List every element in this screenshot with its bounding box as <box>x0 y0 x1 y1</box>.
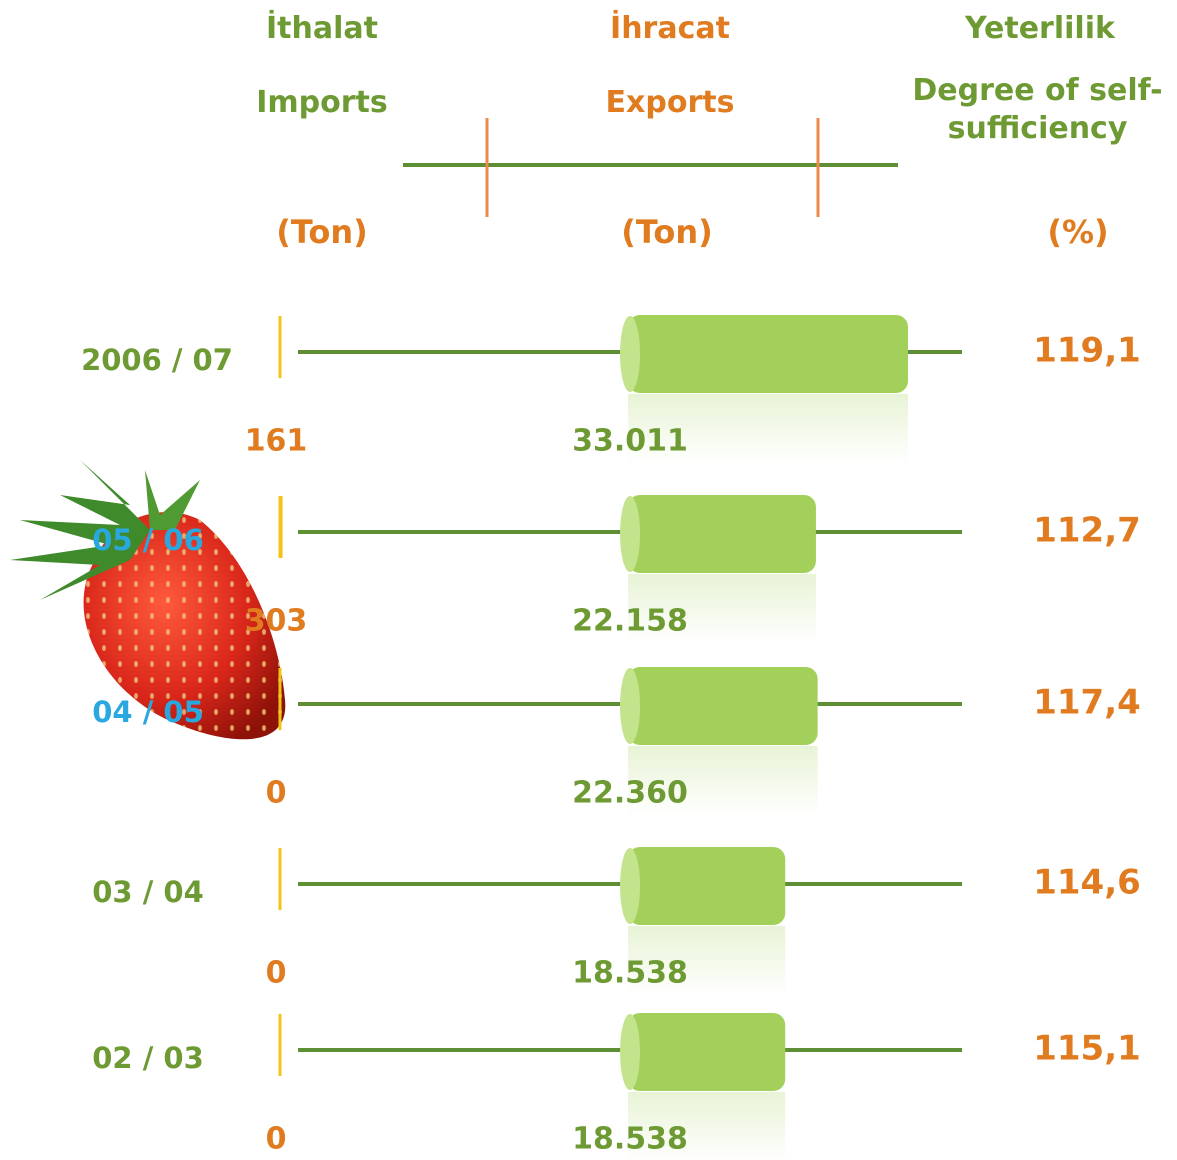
export-bar <box>628 1013 786 1091</box>
import-value: 0 <box>266 956 287 991</box>
export-reflection <box>628 746 818 816</box>
import-bar <box>280 496 283 558</box>
export-bar <box>628 847 786 925</box>
self-sufficiency-value: 117,4 <box>1033 683 1141 723</box>
export-reflection <box>628 574 816 644</box>
header-name: Yeterlilik <box>965 11 1115 46</box>
header-label: Exports <box>605 85 735 120</box>
import-value: 161 <box>245 424 308 459</box>
export-reflection <box>628 926 786 996</box>
export-bar <box>628 495 816 573</box>
header-label: Imports <box>256 85 388 120</box>
export-reflection <box>628 1092 786 1160</box>
self-sufficiency-value: 114,6 <box>1033 863 1141 903</box>
import-value: 0 <box>266 1122 287 1157</box>
export-value: 22.158 <box>572 604 688 639</box>
export-value: 18.538 <box>572 1122 688 1157</box>
export-cap <box>620 316 640 392</box>
header-label: Degree of self-sufficiency <box>912 73 1163 146</box>
category-label: 03 / 04 <box>92 875 204 909</box>
export-value: 22.360 <box>572 776 688 811</box>
category-label: 2006 / 07 <box>81 343 233 377</box>
self-sufficiency-value: 115,1 <box>1033 1029 1141 1069</box>
export-bar <box>628 667 818 745</box>
import-value: 0 <box>266 776 287 811</box>
strawberry <box>10 460 286 740</box>
export-cap <box>620 496 640 572</box>
export-reflection <box>628 394 908 464</box>
category-label: 02 / 03 <box>92 1041 204 1075</box>
unit-label: (Ton) <box>276 213 368 251</box>
export-value: 18.538 <box>572 956 688 991</box>
header-name: İhracat <box>610 11 730 46</box>
header-name: İthalat <box>266 11 378 46</box>
export-cap <box>620 668 640 744</box>
export-value: 33.011 <box>572 424 688 459</box>
import-value: 303 <box>245 604 308 639</box>
export-cap <box>620 1014 640 1090</box>
import-bar <box>280 316 282 378</box>
unit-label: (%) <box>1047 213 1108 251</box>
export-bar <box>628 315 908 393</box>
self-sufficiency-value: 119,1 <box>1033 331 1141 371</box>
self-sufficiency-value: 112,7 <box>1033 511 1141 551</box>
category-label: 05 / 06 <box>92 523 204 557</box>
unit-label: (Ton) <box>621 213 713 251</box>
export-cap <box>620 848 640 924</box>
category-label: 04 / 05 <box>92 695 204 729</box>
